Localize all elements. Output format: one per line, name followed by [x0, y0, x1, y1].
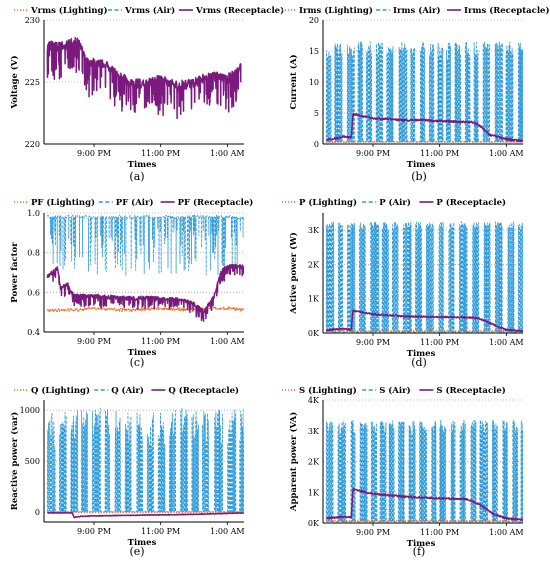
- legend-label: Irms (Lighting): [299, 5, 373, 16]
- x-axis-label: Times: [128, 160, 157, 170]
- legend-label: PF (Lighting): [31, 197, 95, 208]
- legend-label: Q (Lighting): [31, 385, 90, 396]
- legend-label: Q (Air): [111, 385, 144, 396]
- x-tick-label: 9:00 PM: [77, 337, 111, 346]
- x-axis-label: Times: [407, 349, 436, 359]
- legend-label: Vrms (Lighting): [30, 5, 107, 16]
- legend-label: P (Receptacle): [436, 197, 506, 208]
- series-line-receptacle: [325, 112, 523, 143]
- x-tick-label: 9:00 PM: [356, 528, 390, 537]
- y-tick-label: 0K: [308, 519, 320, 528]
- legend-label: PF (Receptacle): [178, 197, 254, 208]
- x-tick-label: 1:00 AM: [210, 149, 244, 158]
- x-tick-label: 11:00 PM: [420, 149, 459, 158]
- x-tick-label: 11:00 PM: [420, 338, 459, 347]
- chart-panel-4: 0K 1K 2K 3K 9:00 PM 11:00 PM 1:00 AM Times Activ…: [282, 197, 524, 369]
- y-axis-label: Voltage (V): [9, 55, 20, 109]
- panel-label: (b): [411, 170, 427, 183]
- x-tick-label: 9:00 PM: [356, 338, 390, 347]
- y-tick-label: 5: [314, 109, 319, 118]
- series-line-receptacle: [325, 487, 523, 522]
- y-tick-label: 0K: [308, 329, 320, 338]
- series-line-receptacle: [46, 263, 244, 323]
- y-tick-label: 0.6: [27, 288, 40, 297]
- y-axis-label: Reactive power (var): [9, 412, 20, 510]
- y-axis-label: Current (A): [288, 54, 299, 109]
- x-tick-label: 9:00 PM: [77, 149, 111, 158]
- y-axis-label: Apparent power (VA): [288, 412, 299, 512]
- y-tick-label: 0: [35, 508, 40, 517]
- y-tick-label: 500: [25, 457, 40, 466]
- x-tick-label: 11:00 PM: [420, 528, 459, 537]
- x-axis-label: Times: [128, 538, 157, 548]
- legend-label: S (Lighting): [299, 385, 357, 396]
- y-tick-label: 20: [309, 16, 319, 25]
- legend-label: Irms (Air): [393, 5, 441, 16]
- chart-panel-2: 0 5 10 15 20 9:00 PM 11:00 PM 1:00 AM Times Curre…: [282, 5, 549, 183]
- series-line-air: [325, 221, 523, 333]
- y-tick-label: 4K: [308, 396, 320, 405]
- legend-label: Vrms (Air): [124, 5, 175, 16]
- legend-label: S (Receptacle): [436, 385, 505, 396]
- y-tick-label: 220: [25, 140, 40, 149]
- y-axis-label: Active power (W): [288, 232, 299, 315]
- y-tick-label: 10: [309, 78, 319, 87]
- legend-label: Q (Receptacle): [168, 385, 239, 396]
- x-axis-label: Times: [407, 160, 436, 170]
- y-tick-label: 1K: [308, 488, 320, 497]
- y-tick-label: 225: [25, 78, 40, 87]
- panel-label: (d): [411, 356, 427, 369]
- y-axis-label: Power factor: [10, 242, 20, 303]
- series-line-air: [46, 407, 244, 513]
- series-line-receptacle: [46, 37, 242, 120]
- x-tick-label: 9:00 PM: [77, 527, 111, 536]
- x-tick-label: 11:00 PM: [141, 337, 180, 346]
- y-tick-label: 3K: [308, 226, 320, 235]
- legend-label: Irms (Receptacle): [464, 5, 549, 16]
- y-tick-label: 1000: [20, 406, 40, 415]
- x-tick-label: 11:00 PM: [141, 149, 180, 158]
- y-tick-label: 0.8: [27, 249, 40, 258]
- y-tick-label: 1K: [308, 295, 320, 304]
- y-tick-label: 1.0: [27, 209, 40, 218]
- y-tick-label: 15: [309, 47, 319, 56]
- series-line-air: [325, 419, 523, 523]
- series-line-receptacle: [46, 511, 244, 519]
- x-tick-label: 11:00 PM: [141, 527, 180, 536]
- x-axis-label: Times: [128, 348, 157, 358]
- legend-label: PF (Air): [116, 197, 154, 208]
- series-line-air: [325, 41, 523, 143]
- legend-label: S (Air): [379, 385, 410, 396]
- panel-label: (f): [413, 545, 426, 558]
- legend-label: P (Air): [379, 197, 411, 208]
- x-tick-label: 1:00 AM: [210, 527, 244, 536]
- legend-label: P (Lighting): [299, 197, 357, 208]
- y-tick-label: 0.4: [27, 328, 40, 337]
- x-tick-label: 1:00 AM: [489, 528, 523, 537]
- x-tick-label: 1:00 AM: [489, 338, 523, 347]
- panel-label: (e): [129, 545, 144, 558]
- x-tick-label: 1:00 AM: [489, 149, 523, 158]
- y-tick-label: 3K: [308, 427, 320, 436]
- x-axis-label: Times: [407, 539, 436, 549]
- y-tick-label: 230: [25, 16, 40, 25]
- x-tick-label: 1:00 AM: [210, 337, 244, 346]
- y-tick-label: 0: [314, 140, 319, 149]
- x-tick-label: 9:00 PM: [356, 149, 390, 158]
- panel-label: (c): [130, 356, 145, 369]
- y-tick-label: 2K: [308, 458, 320, 467]
- chart-panel-5: 0 500 1000 9:00 PM 11:00 PM 1:00 AM Times React…: [9, 385, 245, 558]
- series-line-receptacle: [325, 309, 523, 333]
- series-line-air: [46, 214, 244, 277]
- chart-panel-1: 220 225 230 9:00 PM 11:00 PM 1:00 AM Times Volt…: [9, 5, 284, 183]
- panel-label: (a): [129, 170, 144, 183]
- chart-panel-3: 0.4 0.6 0.8 1.0 9:00 PM 11:00 PM 1:00 AM Times P…: [10, 197, 253, 369]
- legend-label: Vrms (Receptacle): [195, 5, 284, 16]
- y-tick-label: 2K: [308, 260, 320, 269]
- chart-panel-6: 0K 1K 2K 3K 4K 9:00 PM 11:00 PM 1:00 AM Times App…: [282, 385, 524, 558]
